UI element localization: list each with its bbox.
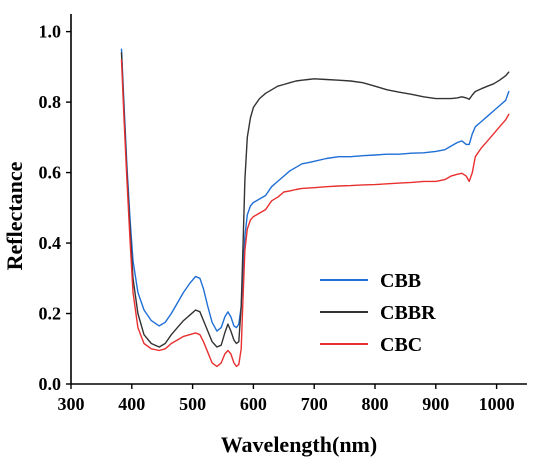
legend-label-cbc: CBC [380,334,422,356]
series-line-cbbr [120,52,510,348]
x-axis-title: Wavelength(nm) [221,432,377,457]
x-tick-label: 300 [58,394,85,414]
x-tick-label: 900 [422,394,449,414]
y-tick-label: 0.6 [39,163,62,183]
series-line-cbc [120,59,510,368]
x-tick-label: 1000 [479,394,515,414]
x-tick-label: 600 [240,394,267,414]
y-tick-label: 0.4 [39,233,62,253]
legend: CBB CBBR CBC [320,270,436,356]
y-tick-label: 0.2 [39,304,62,324]
y-tick-label: 1.0 [39,22,62,42]
x-tick-label: 500 [179,394,206,414]
axes: 300 400 500 600 700 800 900 1000 0.0 0.2 0.4 0.6 0.8… [39,14,527,414]
series-lines [120,48,510,368]
y-tick-label: 0.8 [39,92,62,112]
legend-label-cbb: CBB [380,270,421,292]
x-tick-label: 800 [362,394,389,414]
legend-label-cbbr: CBBR [380,302,436,324]
x-tick-label: 700 [301,394,328,414]
x-tick-label: 400 [118,394,145,414]
y-tick-label: 0.0 [39,374,62,394]
series-line-cbb [120,48,510,332]
y-axis-title: Reflectance [2,161,27,270]
